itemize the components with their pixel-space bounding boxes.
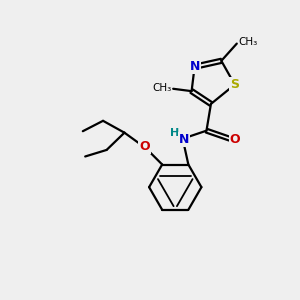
Text: H: H <box>170 128 179 138</box>
Text: CH₃: CH₃ <box>238 38 257 47</box>
Text: O: O <box>139 140 150 153</box>
Text: N: N <box>179 133 189 146</box>
Text: S: S <box>230 78 239 91</box>
Text: N: N <box>189 60 200 73</box>
Text: CH₃: CH₃ <box>153 83 172 93</box>
Text: O: O <box>230 133 240 146</box>
